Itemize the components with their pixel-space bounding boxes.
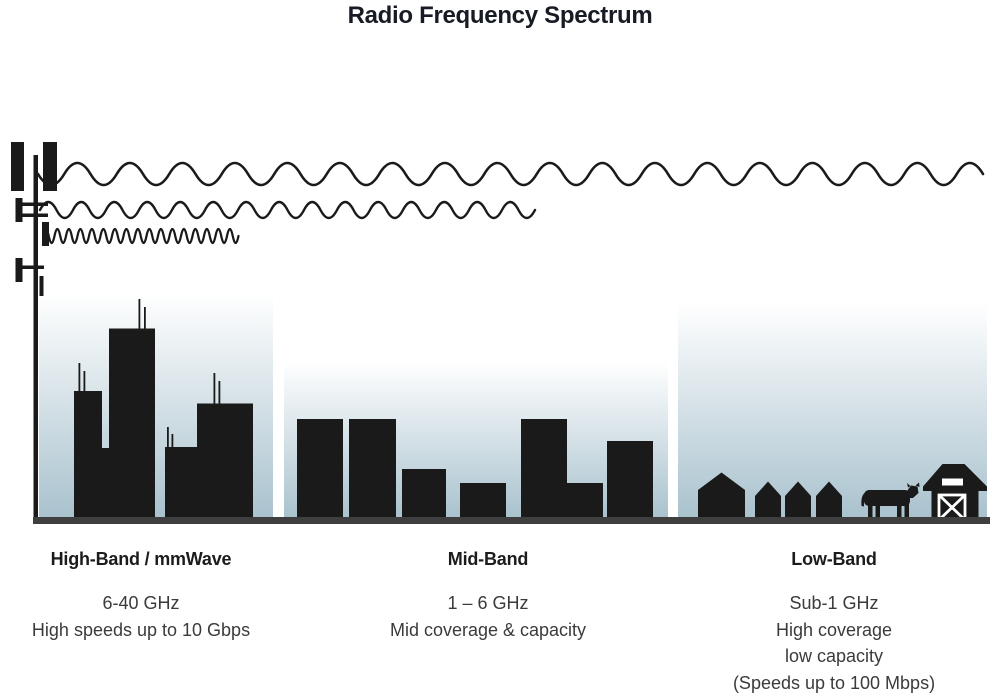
low-band-speed: (Speeds up to 100 Mbps) [732, 672, 936, 693]
high-band-heading: High-Band / mmWave [50, 549, 232, 569]
mid-band-frequency: 1 – 6 GHz [447, 593, 529, 613]
cell-tower-icon [11, 142, 57, 518]
high-frequency-wave-icon [41, 227, 240, 245]
mid-band-description: Mid coverage & capacity [389, 619, 587, 640]
low-band-capacity: low capacity [784, 646, 884, 666]
rural-houses [698, 472, 842, 520]
low-band-label-group: Low-Band Sub-1 GHz High coverage low cap… [694, 549, 974, 696]
low-band-coverage: High coverage [775, 619, 893, 640]
high-band-frequency: 6-40 GHz [102, 593, 180, 613]
cow-icon [861, 482, 920, 520]
high-band-skyline [74, 299, 253, 520]
page-title: Radio Frequency Spectrum [347, 2, 653, 29]
high-band-description: High speeds up to 10 Gbps [31, 619, 251, 640]
low-frequency-wave-icon [36, 161, 985, 187]
low-band-heading: Low-Band [791, 549, 877, 569]
mid-band-skyline [297, 419, 653, 520]
ground-baseline [33, 517, 990, 524]
high-band-label-group: High-Band / mmWave 6-40 GHz High speeds … [1, 549, 281, 643]
mid-frequency-wave-icon [38, 200, 537, 220]
spectrum-illustration [11, 142, 990, 524]
mid-band-heading: Mid-Band [447, 549, 529, 569]
low-band-frequency: Sub-1 GHz [789, 593, 879, 613]
mid-band-label-group: Mid-Band 1 – 6 GHz Mid coverage & capaci… [348, 549, 628, 643]
